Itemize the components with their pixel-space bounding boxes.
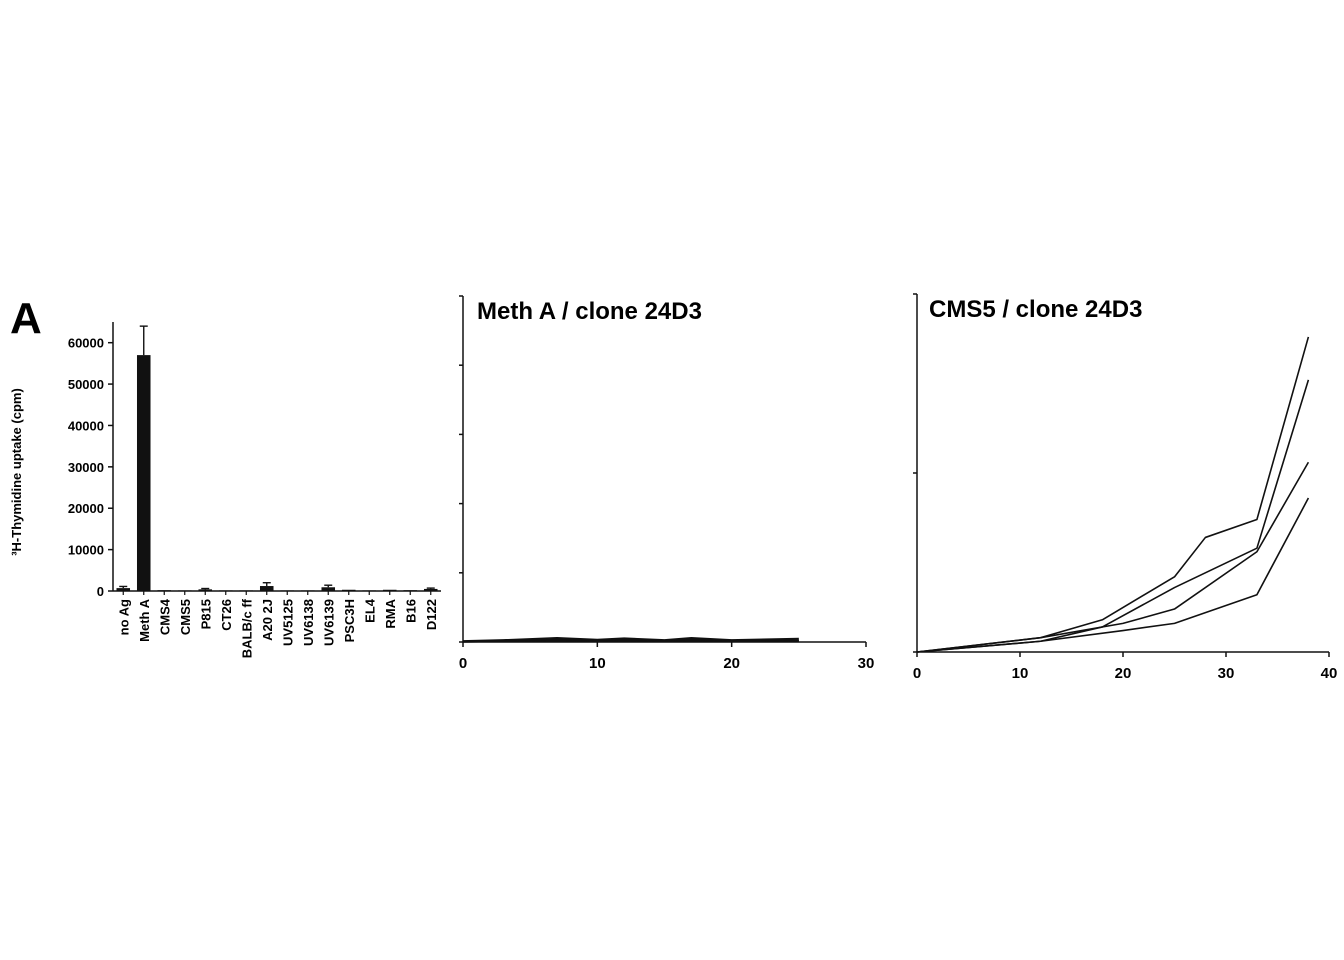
l2-series-line bbox=[916, 336, 1310, 653]
bar bbox=[136, 355, 151, 591]
bar bbox=[341, 589, 356, 591]
bar bbox=[403, 590, 418, 592]
bar bbox=[382, 589, 397, 591]
l2-x-tick-label: 30 bbox=[1218, 665, 1235, 682]
bar-y-tick-label: 20000 bbox=[68, 501, 104, 516]
bar bbox=[423, 588, 438, 591]
bar-x-tick-label: PSC3H bbox=[342, 599, 357, 642]
bar-x-tick-label: CMS5 bbox=[178, 599, 193, 635]
l2-x-tick-label: 40 bbox=[1321, 665, 1338, 682]
bar-y-tick-label: 0 bbox=[97, 584, 104, 599]
bar bbox=[300, 590, 315, 592]
bar bbox=[198, 589, 213, 591]
panel-label: A bbox=[10, 294, 42, 343]
bar bbox=[157, 590, 172, 592]
bar-x-tick-label: B16 bbox=[403, 599, 418, 623]
l1-x-tick-label: 30 bbox=[858, 655, 875, 672]
bar-y-tick-label: 10000 bbox=[68, 543, 104, 558]
bar-x-tick-label: no Ag bbox=[116, 599, 131, 635]
l1-x-tick-label: 0 bbox=[459, 655, 467, 672]
l2-x-tick-label: 20 bbox=[1115, 665, 1132, 682]
bar-x-tick-label: BALB/c ff bbox=[239, 598, 254, 658]
l2-series-line bbox=[916, 379, 1310, 653]
bar bbox=[177, 590, 192, 592]
line-chart-meth-a: 0 10 20 30 Meth A / clone 24D3 bbox=[459, 295, 875, 672]
bar bbox=[218, 590, 233, 592]
line-chart-cms5: 0 10 20 30 40 CMS5 / clone 24D3 bbox=[913, 293, 1338, 682]
l1-x-tick-label: 20 bbox=[723, 655, 740, 672]
l2-x-tick-label: 0 bbox=[913, 665, 921, 682]
l2-x-tick-label: 10 bbox=[1012, 665, 1029, 682]
bar-x-tick-label: CMS4 bbox=[157, 598, 172, 635]
bar-y-tick-label: 60000 bbox=[68, 336, 104, 351]
line2-title: CMS5 / clone 24D3 bbox=[929, 296, 1142, 323]
bar-x-tick-label: EL4 bbox=[362, 598, 377, 623]
bar-y-tick-label: 50000 bbox=[68, 377, 104, 392]
l1-series-line bbox=[462, 639, 799, 643]
bar-y-axis-label: ³H-Thymidine uptake (cpm) bbox=[9, 388, 24, 556]
bar-x-tick-label: UV6139 bbox=[321, 599, 336, 646]
bar bbox=[280, 590, 295, 592]
bar-x-tick-label: Meth A bbox=[137, 598, 152, 641]
bar bbox=[362, 590, 377, 592]
bar-x-tick-label: UV5125 bbox=[280, 599, 295, 646]
l1-series-line bbox=[462, 637, 799, 642]
bar bbox=[259, 586, 274, 591]
bar-x-tick-label: CT26 bbox=[219, 599, 234, 631]
bar-x-tick-label: RMA bbox=[383, 598, 398, 628]
l2-series-line bbox=[916, 461, 1310, 653]
bar-chart: 0 10000 20000 30000 40000 50000 60000 no Ag Met… bbox=[9, 322, 441, 658]
bar-x-tick-label: P815 bbox=[198, 599, 213, 629]
bar-y-tick-label: 30000 bbox=[68, 460, 104, 475]
bar-y-tick-label: 40000 bbox=[68, 418, 104, 433]
bar bbox=[239, 590, 254, 592]
bar-x-tick-label: D122 bbox=[424, 599, 439, 630]
bar bbox=[116, 588, 131, 591]
bar-x-tick-label: UV6138 bbox=[301, 599, 316, 646]
bar-x-tick-label: A20 2J bbox=[260, 599, 275, 641]
l2-series-line bbox=[916, 497, 1310, 653]
line1-title: Meth A / clone 24D3 bbox=[477, 298, 702, 325]
bar bbox=[321, 587, 336, 591]
l1-x-tick-label: 10 bbox=[589, 655, 606, 672]
